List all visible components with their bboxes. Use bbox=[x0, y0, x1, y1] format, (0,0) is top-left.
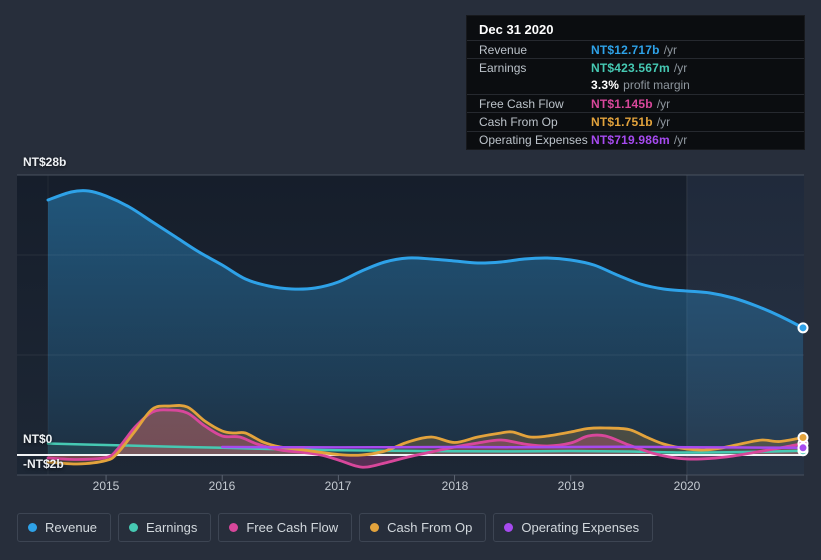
revenue-line bbox=[46, 189, 805, 330]
tooltip-row-cash-from-op: Cash From Op NT$1.751b /yr bbox=[467, 112, 804, 130]
tooltip-value: 3.3% bbox=[591, 78, 620, 93]
tooltip-row-profit-margin: 3.3% profit margin bbox=[467, 77, 804, 94]
tooltip-unit: /yr bbox=[673, 60, 688, 75]
legend-item-earnings[interactable]: Earnings bbox=[118, 513, 212, 542]
tooltip-label: Free Cash Flow bbox=[479, 96, 564, 111]
free-cash-flow-area bbox=[48, 409, 803, 468]
tooltip-label: Operating Expenses bbox=[479, 133, 588, 148]
tooltip-row-free-cash-flow: Free Cash Flow NT$1.145b /yr bbox=[467, 93, 804, 112]
legend-label: Earnings bbox=[146, 520, 198, 535]
x-axis-label-2019: 2019 bbox=[557, 479, 585, 493]
cash-from-op-dot-icon bbox=[370, 523, 380, 532]
legend-label: Cash From Op bbox=[387, 520, 473, 535]
x-axis-label-2017: 2017 bbox=[324, 479, 352, 493]
legend-item-operating-expenses[interactable]: Operating Expenses bbox=[493, 513, 654, 542]
tooltip-label: Cash From Op bbox=[479, 114, 558, 129]
chart-legend: Revenue Earnings Free Cash Flow Cash Fro… bbox=[17, 513, 654, 542]
x-axis-label-2018: 2018 bbox=[441, 479, 469, 493]
y-axis-label-negative: -NT$2b bbox=[23, 457, 64, 471]
y-axis-label-top: NT$28b bbox=[23, 155, 67, 169]
x-axis-label-2015: 2015 bbox=[92, 479, 120, 493]
free-cash-flow-line bbox=[46, 408, 805, 469]
revenue-area bbox=[48, 190, 803, 455]
tooltip-row-earnings: Earnings NT$423.567m /yr bbox=[467, 58, 804, 76]
legend-item-revenue[interactable]: Revenue bbox=[17, 513, 112, 542]
legend-label: Free Cash Flow bbox=[246, 520, 339, 535]
tooltip-unit: profit margin bbox=[623, 78, 690, 93]
earnings-line bbox=[46, 442, 805, 454]
tooltip-value: NT$1.751b bbox=[591, 114, 653, 129]
y-axis-label-zero: NT$0 bbox=[23, 432, 53, 446]
tooltip-row-operating-expenses: Operating Expenses NT$719.986m /yr bbox=[467, 130, 804, 149]
timeseries-plot[interactable] bbox=[17, 174, 809, 482]
tooltip-unit: /yr bbox=[673, 133, 688, 148]
x-axis-label-2016: 2016 bbox=[208, 479, 236, 493]
tooltip-unit: /yr bbox=[663, 42, 678, 57]
tooltip-label: Earnings bbox=[479, 60, 527, 75]
tooltip-label: Revenue bbox=[479, 42, 528, 57]
revenue-endpoint-marker bbox=[797, 322, 809, 334]
hover-tooltip: Dec 31 2020 Revenue NT$12.717b /yr Earni… bbox=[466, 15, 805, 150]
cash-from-op-endpoint-marker bbox=[797, 431, 809, 443]
tooltip-value: NT$719.986m bbox=[591, 133, 670, 148]
tooltip-value: NT$423.567m bbox=[591, 60, 670, 75]
operating-expenses-line bbox=[220, 445, 805, 450]
tooltip-value: NT$12.717b bbox=[591, 42, 660, 57]
tooltip-date: Dec 31 2020 bbox=[479, 22, 554, 37]
operating-expenses-endpoint-marker bbox=[797, 442, 809, 454]
legend-label: Operating Expenses bbox=[521, 520, 640, 535]
legend-label: Revenue bbox=[45, 520, 98, 535]
tooltip-row-revenue: Revenue NT$12.717b /yr bbox=[467, 40, 804, 58]
free-cash-flow-dot-icon bbox=[229, 523, 239, 532]
legend-item-free-cash-flow[interactable]: Free Cash Flow bbox=[218, 513, 353, 542]
revenue-dot-icon bbox=[28, 523, 37, 532]
earnings-dot-icon bbox=[129, 523, 139, 532]
tooltip-unit: /yr bbox=[656, 114, 671, 129]
operating-expenses-dot-icon bbox=[504, 523, 514, 532]
legend-item-cash-from-op[interactable]: Cash From Op bbox=[359, 513, 487, 542]
x-axis-label-2020: 2020 bbox=[673, 479, 701, 493]
tooltip-value: NT$1.145b bbox=[591, 96, 653, 111]
tooltip-unit: /yr bbox=[656, 96, 671, 111]
